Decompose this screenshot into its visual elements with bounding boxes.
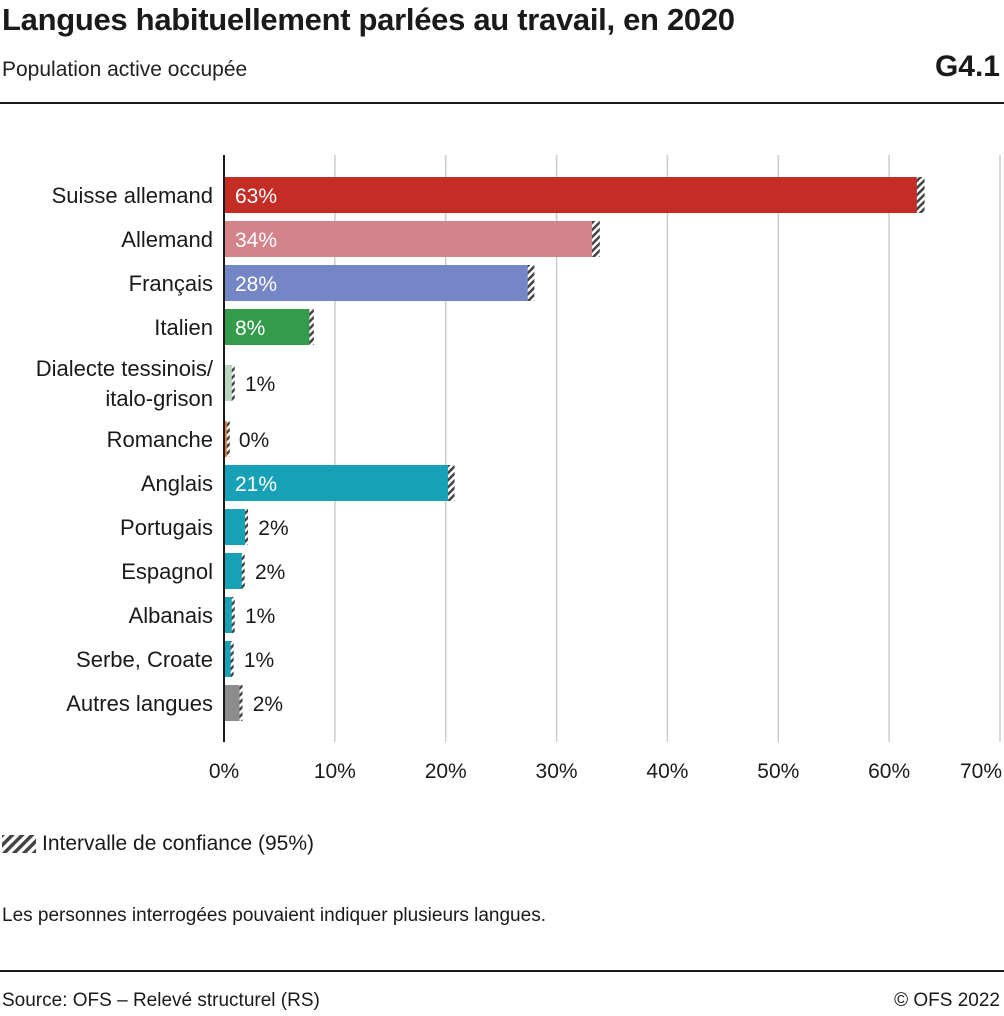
category-label: Romanche bbox=[107, 427, 213, 452]
category-label: Anglais bbox=[141, 471, 213, 496]
chart-subtitle: Population active occupée bbox=[2, 58, 248, 81]
data-label: 21% bbox=[235, 473, 277, 496]
bar bbox=[224, 597, 233, 633]
data-label: 8% bbox=[235, 317, 265, 340]
confidence-interval bbox=[231, 597, 235, 633]
confidence-interval bbox=[230, 641, 234, 677]
data-label: 2% bbox=[253, 693, 283, 716]
confidence-interval bbox=[231, 365, 235, 401]
bar bbox=[224, 177, 921, 213]
bar bbox=[224, 221, 597, 257]
category-label: Suisse allemand bbox=[52, 183, 213, 208]
confidence-interval bbox=[226, 421, 230, 457]
bar bbox=[224, 641, 232, 677]
bar bbox=[224, 421, 228, 457]
confidence-interval bbox=[245, 509, 249, 545]
chart-code: G4.1 bbox=[934, 50, 1000, 83]
data-label: 2% bbox=[258, 517, 288, 540]
bar bbox=[224, 685, 241, 721]
hatch-swatch-icon bbox=[2, 835, 36, 853]
category-label: Espagnol bbox=[121, 559, 213, 584]
category-label: Serbe, Croate bbox=[76, 647, 213, 672]
data-label: 63% bbox=[235, 185, 277, 208]
x-tick-label: 70% bbox=[960, 760, 1002, 783]
x-tick-label: 50% bbox=[757, 760, 799, 783]
bar bbox=[224, 465, 452, 501]
data-label: 0% bbox=[239, 429, 269, 452]
category-label: Allemand bbox=[121, 227, 213, 252]
confidence-interval bbox=[527, 265, 535, 301]
category-label: Français bbox=[129, 271, 213, 296]
category-label: Albanais bbox=[129, 603, 213, 628]
confidence-interval bbox=[309, 309, 314, 345]
header-divider bbox=[0, 102, 1004, 104]
bar bbox=[224, 265, 532, 301]
footnote: Les personnes interrogées pouvaient indi… bbox=[2, 905, 546, 926]
data-label: 28% bbox=[235, 273, 277, 296]
category-label: italo-grison bbox=[105, 386, 213, 411]
confidence-interval bbox=[592, 221, 600, 257]
x-tick-label: 20% bbox=[425, 760, 467, 783]
category-label: Dialecte tessinois/ bbox=[36, 356, 214, 381]
category-label: Autres langues bbox=[66, 691, 213, 716]
x-tick-label: 10% bbox=[314, 760, 356, 783]
confidence-interval bbox=[239, 685, 243, 721]
x-tick-label: 40% bbox=[646, 760, 688, 783]
data-label: 1% bbox=[245, 605, 275, 628]
bar bbox=[224, 553, 243, 589]
category-label: Portugais bbox=[120, 515, 213, 540]
confidence-interval bbox=[916, 177, 925, 213]
source-text: Source: OFS – Relevé structurel (RS) bbox=[2, 990, 320, 1011]
footer-divider bbox=[0, 970, 1004, 972]
legend-label: Intervalle de confiance (95%) bbox=[42, 832, 314, 855]
bar bbox=[224, 309, 312, 345]
x-tick-label: 60% bbox=[868, 760, 910, 783]
chart-title: Langues habituellement parlées au travai… bbox=[2, 2, 735, 37]
bar bbox=[224, 365, 233, 401]
confidence-interval bbox=[241, 553, 245, 589]
legend: Intervalle de confiance (95%) bbox=[2, 832, 314, 856]
data-label: 2% bbox=[255, 561, 285, 584]
data-label: 1% bbox=[245, 373, 275, 396]
x-tick-label: 30% bbox=[536, 760, 578, 783]
data-label: 34% bbox=[235, 229, 277, 252]
bar bbox=[224, 509, 247, 545]
data-label: 1% bbox=[244, 649, 274, 672]
confidence-interval bbox=[447, 465, 455, 501]
copyright-text: © OFS 2022 bbox=[894, 990, 1000, 1011]
x-tick-label: 0% bbox=[209, 760, 239, 783]
category-label: Italien bbox=[154, 315, 213, 340]
bar-chart: 0% 10% 20% 30% 40% 50% 60% 70% 63% Suisse alleman… bbox=[36, 155, 1002, 783]
